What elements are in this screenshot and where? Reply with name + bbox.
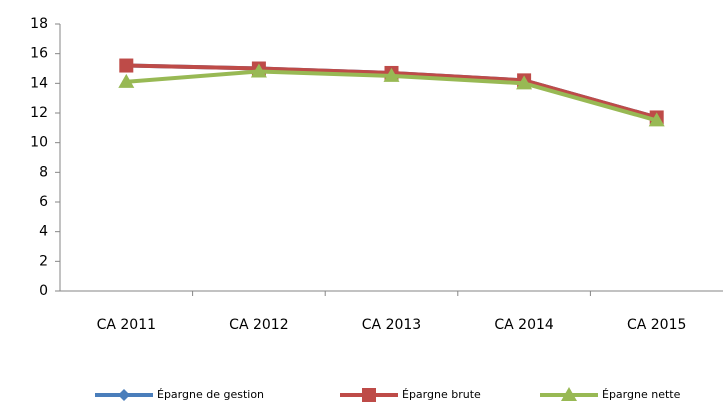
marker: [362, 388, 376, 402]
legend-label: Épargne de gestion: [157, 388, 264, 401]
x-tick-label: CA 2013: [362, 317, 421, 333]
x-tick-label: CA 2014: [494, 317, 554, 333]
y-tick-label: 6: [39, 194, 48, 210]
y-tick-label: 18: [30, 16, 48, 32]
legend-label: Épargne brute: [402, 388, 481, 401]
y-tick-label: 0: [39, 283, 48, 299]
x-tick-label: CA 2011: [97, 317, 156, 333]
marker: [118, 73, 135, 88]
marker: [561, 387, 577, 401]
x-tick-label: CA 2012: [229, 317, 288, 333]
marker: [516, 75, 533, 90]
y-tick-label: 2: [39, 253, 48, 269]
marker: [119, 58, 134, 73]
y-tick-label: 16: [30, 46, 48, 62]
y-tick-label: 14: [30, 75, 48, 91]
marker: [118, 389, 130, 401]
marker: [648, 112, 665, 127]
y-tick-label: 10: [30, 135, 48, 151]
marker: [383, 67, 400, 82]
x-tick-label: CA 2015: [627, 317, 686, 333]
marker: [250, 63, 267, 78]
y-tick-label: 8: [39, 164, 48, 180]
y-tick-label: 4: [39, 224, 48, 240]
legend-label: Épargne nette: [602, 388, 681, 401]
y-tick-label: 12: [30, 105, 48, 121]
